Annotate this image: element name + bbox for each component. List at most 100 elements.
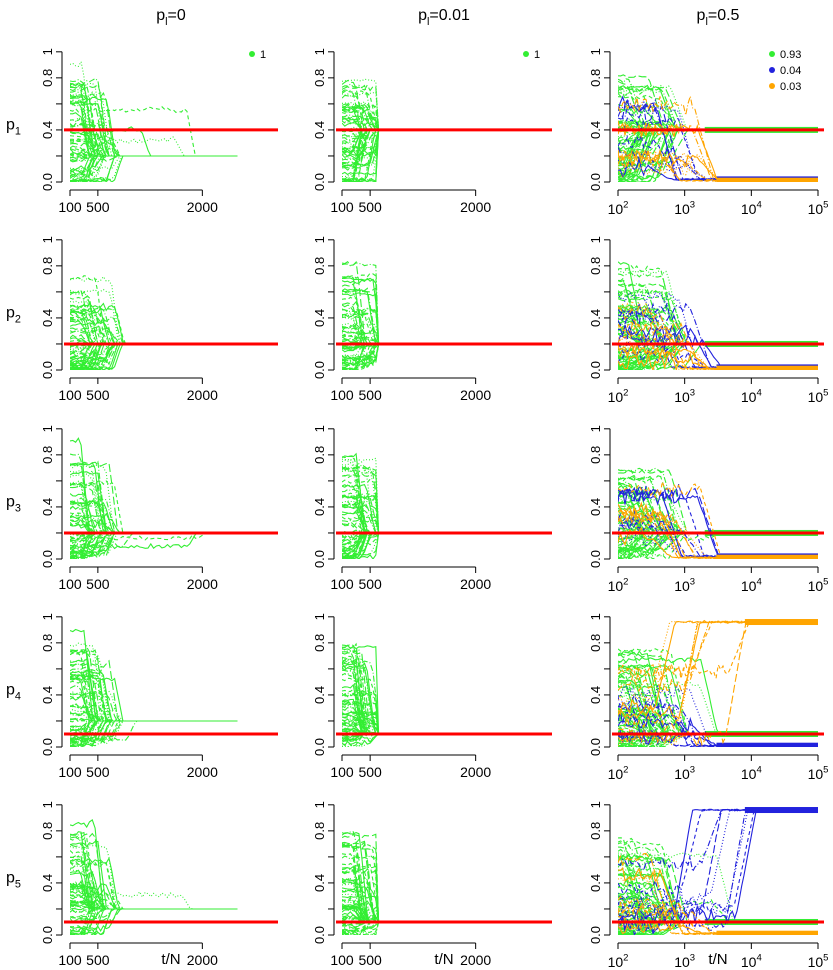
- green-curve: [342, 129, 545, 153]
- green-curve: [70, 890, 238, 910]
- green-curve: [342, 532, 545, 552]
- x-tick-label: 500: [358, 952, 382, 968]
- x-tick-label: 100: [330, 764, 354, 780]
- panel-p1-col1: 0.0 0.4 0.8 1 100 500 2000 1: [40, 48, 278, 215]
- y-tick-label: 0.0: [40, 738, 55, 756]
- green-curve: [342, 846, 545, 923]
- column-title-2: pl=0.01: [418, 7, 470, 28]
- x-tick-label: 100: [330, 576, 354, 592]
- green-curve: [618, 289, 816, 346]
- y-tick-label: 1: [588, 801, 603, 808]
- y-tick-label: 0.4: [40, 498, 55, 516]
- panel-curves: [618, 807, 818, 935]
- green-curve: [618, 475, 816, 535]
- green-curve: [70, 343, 238, 370]
- x-tick-label: 100: [58, 387, 82, 403]
- green-curve: [70, 503, 238, 534]
- x-tick-label: 104: [741, 953, 763, 970]
- y-tick-label: 0.8: [40, 257, 55, 275]
- x-tick-label: 2000: [460, 952, 491, 968]
- x-tick-label: 102: [608, 953, 629, 970]
- green-curve: [70, 155, 238, 182]
- x-tick-label: 100: [330, 952, 354, 968]
- y-tick-label: 0.8: [312, 257, 327, 275]
- panel-p4-col1: 0.0 0.4 0.8 1 100 500 2000: [40, 613, 278, 780]
- x-tick-label: 100: [58, 764, 82, 780]
- green-curve: [342, 921, 545, 935]
- green-curve: [342, 343, 545, 370]
- panel-curves: [342, 642, 545, 747]
- y-tick-label: 0.0: [312, 550, 327, 568]
- x-tick-label: 105: [808, 953, 829, 970]
- green-curve: [70, 343, 238, 370]
- legend-col1: 1: [249, 49, 266, 61]
- y-tick-label: 0.4: [40, 874, 55, 892]
- green-curve: [342, 283, 545, 345]
- green-curve: [342, 532, 545, 546]
- column-title-3: pl=0.5: [697, 7, 740, 28]
- y-tick-label: 0.0: [40, 361, 55, 379]
- green-curve: [70, 291, 238, 345]
- panel-curves: [70, 437, 238, 559]
- green-curve: [342, 532, 545, 553]
- green-curve: [618, 908, 816, 924]
- green-curve: [342, 921, 545, 935]
- blue-band: [716, 742, 818, 747]
- x-tick-label: 500: [86, 764, 110, 780]
- row-label-5: p5: [6, 870, 21, 891]
- y-tick-label: 1: [40, 801, 55, 808]
- green-curve: [342, 472, 545, 534]
- row-label-3: p3: [6, 494, 21, 515]
- green-curve: [342, 532, 545, 547]
- green-curve: [70, 288, 238, 345]
- green-curve: [342, 664, 545, 735]
- green-curve: [342, 865, 545, 923]
- y-tick-label: 1: [312, 425, 327, 432]
- blue-band: [744, 807, 818, 814]
- y-tick-label: 0.0: [588, 738, 603, 756]
- y-tick-label: 0.4: [312, 874, 327, 892]
- green-curve: [70, 290, 238, 345]
- x-tick-label: 103: [674, 765, 695, 782]
- orange-curve: [618, 619, 817, 733]
- green-curve: [70, 908, 238, 931]
- green-curve: [70, 710, 238, 722]
- green-curve: [342, 532, 545, 549]
- panel-p3-col2: 0.0 0.4 0.8 1 100 500 2000: [312, 425, 552, 592]
- green-curve: [70, 674, 238, 722]
- green-curve: [70, 504, 238, 534]
- y-tick-label: 0.4: [588, 498, 603, 516]
- y-tick-label: 0.4: [312, 498, 327, 516]
- x-tick-label: 100: [58, 199, 82, 215]
- green-curve: [618, 702, 816, 736]
- y-tick-label: 0.8: [312, 634, 327, 652]
- green-curve: [70, 343, 238, 370]
- y-tick-label: 0.0: [588, 361, 603, 379]
- panel-p5-col3: 0.0 0.4 0.8 1 102 103 104 105 t/N: [588, 801, 828, 970]
- orange-curve: [618, 329, 817, 370]
- panel-p3-col3: 0.0 0.4 0.8 1 102 103 104 105: [588, 425, 828, 594]
- green-curve: [70, 343, 238, 370]
- y-tick-label: 0.4: [312, 686, 327, 704]
- panel-p2-col1: 0.0 0.4 0.8 1 100 500 2000: [40, 236, 278, 403]
- y-tick-label: 0.8: [40, 634, 55, 652]
- green-curve: [618, 291, 816, 346]
- panel-p1-col2: 0.0 0.4 0.8 1 100 500 2000 1: [312, 48, 552, 215]
- green-curve: [342, 921, 545, 935]
- green-curve: [70, 437, 238, 534]
- y-tick-label: 0.4: [40, 686, 55, 704]
- y-tick-label: 0.4: [312, 309, 327, 327]
- green-curve: [70, 83, 238, 157]
- y-tick-label: 0.8: [312, 822, 327, 840]
- green-curve: [70, 843, 238, 910]
- y-tick-label: 0.4: [312, 121, 327, 139]
- legend-label: 1: [260, 49, 266, 61]
- green-curve: [70, 690, 238, 722]
- panel-p5-col1: 0.0 0.4 0.8 1 100 500 2000 t/N: [40, 801, 278, 968]
- legend-label: 0.93: [780, 49, 801, 61]
- green-curve: [618, 294, 816, 346]
- green-curve: [70, 893, 238, 910]
- x-axis-label: t/N: [434, 951, 453, 968]
- panel-p4-col3: 0.0 0.4 0.8 1 102 103 104 105: [588, 613, 828, 782]
